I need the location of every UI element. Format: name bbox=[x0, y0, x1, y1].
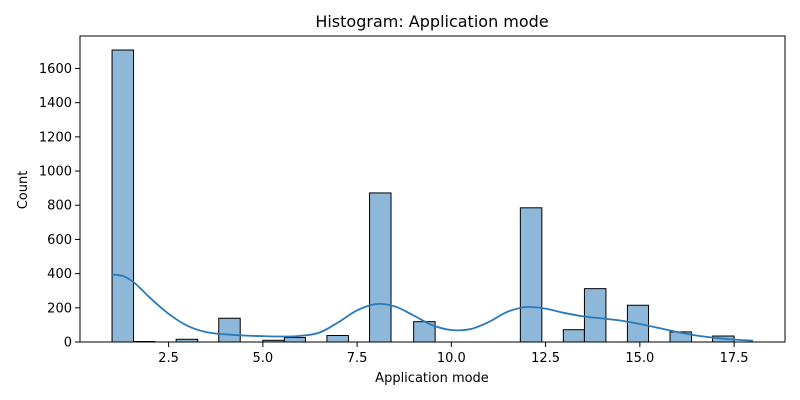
histogram-bar bbox=[562, 329, 585, 343]
y-tick-label: 1400 bbox=[39, 96, 72, 111]
histogram-bar bbox=[519, 207, 543, 343]
y-axis-ticks: 0 200 400 600 800 1000 1200 1400 1600 bbox=[39, 62, 80, 351]
histogram-bar bbox=[111, 49, 135, 343]
histogram-bar bbox=[218, 317, 241, 343]
y-tick-label: 200 bbox=[47, 301, 72, 316]
y-tick-label: 1000 bbox=[39, 165, 72, 180]
histogram-bar bbox=[583, 288, 607, 343]
histogram-bar bbox=[369, 192, 392, 343]
x-axis-label: Application mode bbox=[375, 371, 489, 386]
y-tick-label: 0 bbox=[64, 336, 72, 351]
x-tick-label: 7.5 bbox=[347, 351, 368, 366]
x-tick-label: 5.0 bbox=[253, 351, 274, 366]
kde-line bbox=[111, 273, 753, 342]
x-axis-ticks: 2.5 5.0 7.5 10.0 12.5 15.0 17.5 bbox=[158, 342, 749, 366]
y-tick-label: 600 bbox=[47, 233, 72, 248]
chart-title: Histogram: Application mode bbox=[315, 12, 548, 31]
y-tick-label: 1600 bbox=[39, 62, 72, 77]
x-tick-label: 10.0 bbox=[437, 351, 466, 366]
x-tick-label: 2.5 bbox=[158, 351, 179, 366]
y-tick-label: 800 bbox=[47, 199, 72, 214]
y-tick-label: 1200 bbox=[39, 130, 72, 145]
x-tick-label: 12.5 bbox=[531, 351, 560, 366]
histogram-bar bbox=[283, 337, 306, 343]
histogram-bar bbox=[326, 335, 349, 343]
y-axis-label: Count bbox=[16, 171, 31, 210]
bars-group bbox=[111, 49, 735, 343]
x-tick-label: 17.5 bbox=[720, 351, 749, 366]
x-tick-label: 15.0 bbox=[625, 351, 654, 366]
plot-frame bbox=[79, 35, 786, 343]
y-tick-label: 400 bbox=[47, 267, 72, 282]
